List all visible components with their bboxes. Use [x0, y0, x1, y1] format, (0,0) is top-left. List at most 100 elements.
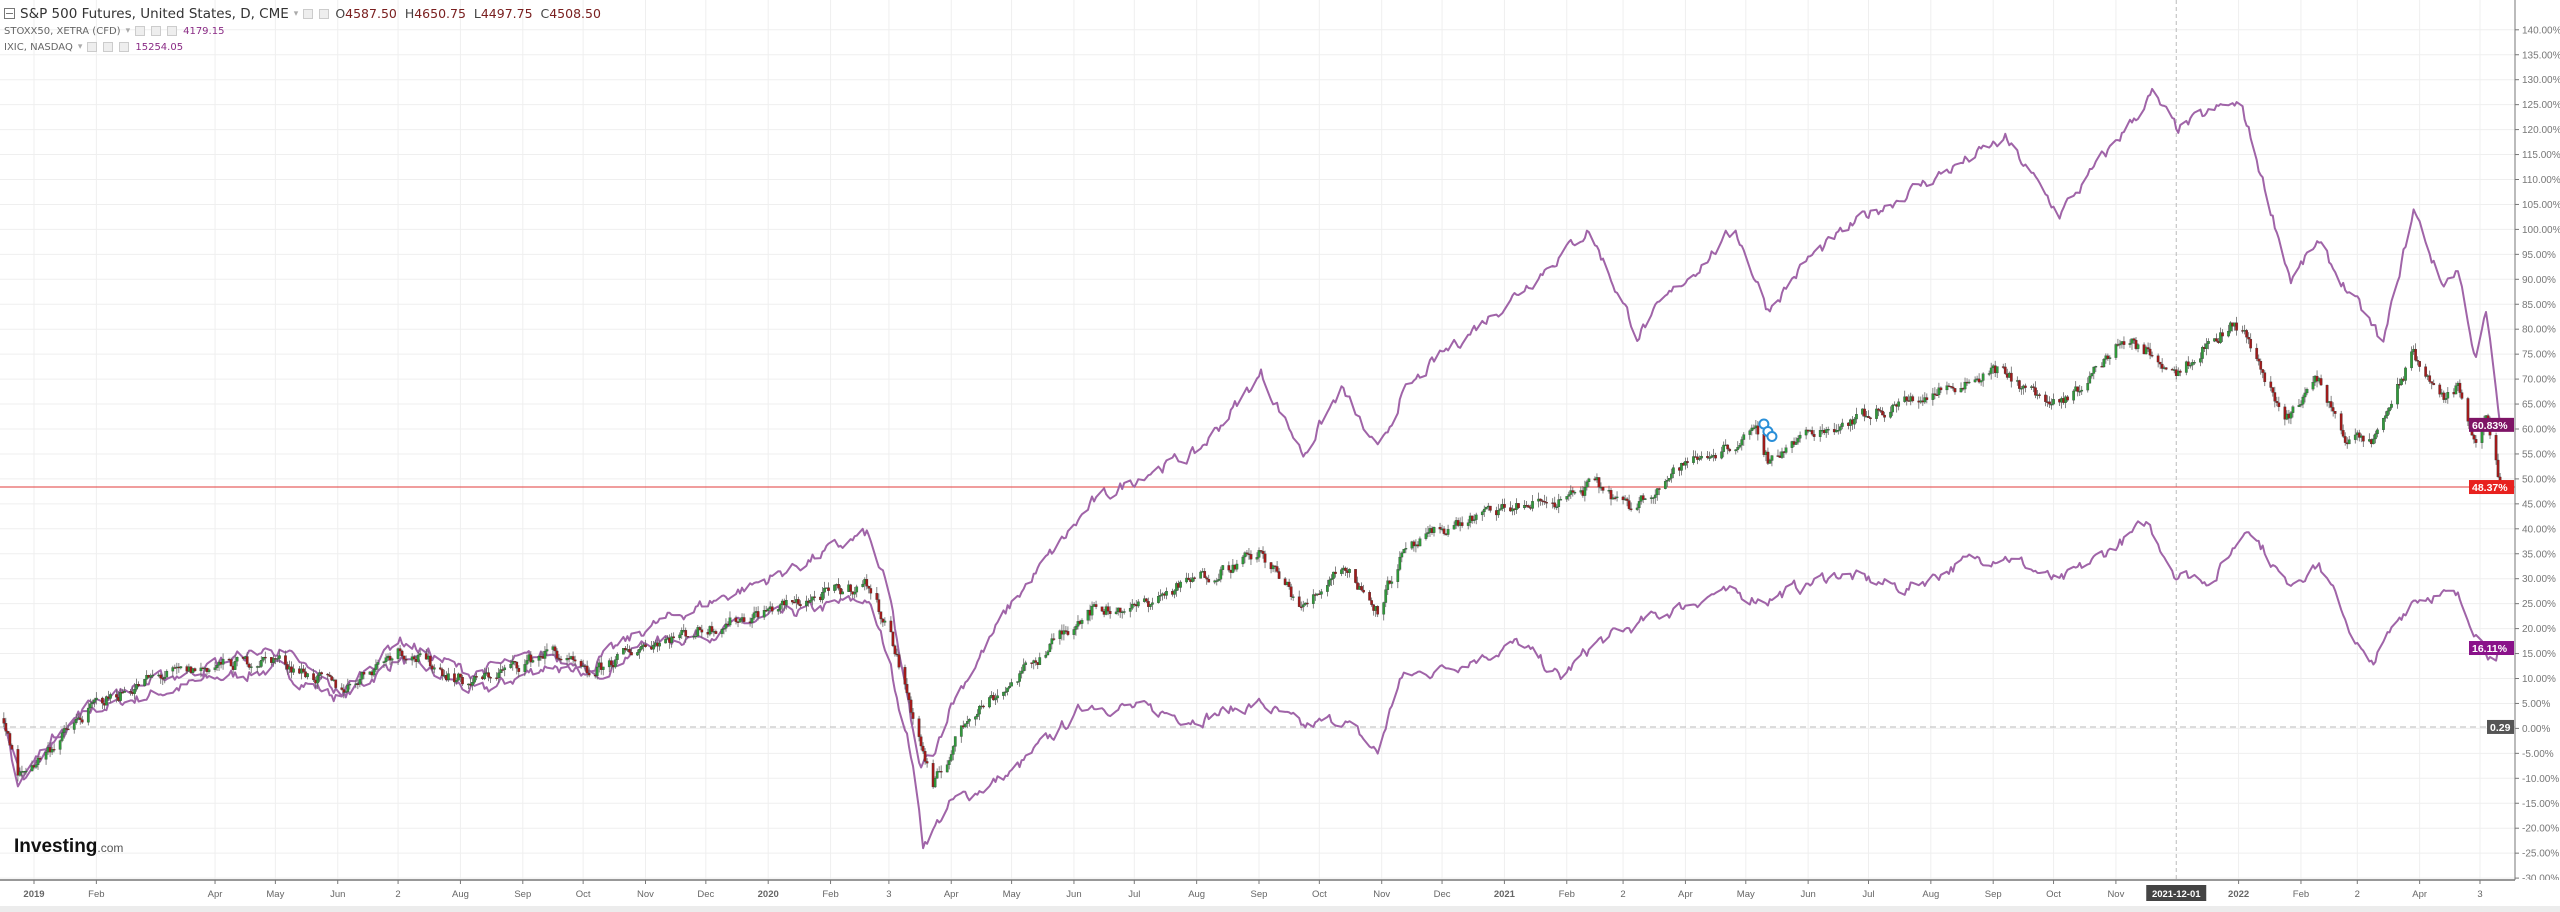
candle-body [1062, 630, 1066, 635]
candle [776, 609, 780, 615]
candle [1700, 451, 1703, 461]
collapse-icon[interactable] [4, 8, 15, 19]
candle [1740, 436, 1744, 451]
candle [790, 600, 794, 605]
visibility-icon[interactable] [151, 26, 162, 36]
candle [1698, 455, 1701, 462]
candle-body [905, 684, 909, 693]
candle [34, 761, 38, 769]
candle [2207, 338, 2210, 350]
candle [959, 725, 963, 743]
candle-body [2066, 396, 2069, 401]
candle-body [382, 661, 386, 663]
candle-body [1114, 611, 1118, 615]
candle-body [622, 648, 625, 655]
candle [1100, 606, 1104, 612]
overlay-title[interactable]: STOXX50, XETRA (CFD) [4, 25, 121, 37]
candle-body [573, 659, 577, 662]
candle-body [1722, 444, 1726, 452]
candle-body [229, 659, 233, 667]
candle-body [1597, 477, 1601, 488]
candle-body [2343, 436, 2347, 443]
x-tick-label: Jul [1862, 889, 1874, 900]
candle [1875, 405, 1878, 422]
candle-body [640, 646, 643, 650]
candle [229, 657, 233, 667]
close-icon[interactable] [119, 42, 130, 52]
x-tick-label: Apr [944, 889, 959, 900]
chevron-down-icon[interactable]: ▾ [293, 8, 299, 19]
candle [2289, 411, 2293, 425]
candle [151, 669, 155, 679]
candle-body [1517, 503, 1520, 509]
overlay-title[interactable]: IXIC, NASDAQ [4, 41, 73, 53]
candle-body [1748, 430, 1752, 435]
main-series-title[interactable]: S&P 500 Futures, United States, D, CME [20, 5, 289, 22]
y-tick-label: -15.00% [2522, 799, 2559, 810]
candle-body [473, 676, 476, 683]
candle [1010, 678, 1013, 687]
candle [1442, 526, 1446, 536]
candle [1641, 493, 1645, 504]
candle-body [1680, 463, 1683, 471]
candle-body [1720, 451, 1723, 459]
y-tick-label: 80.00% [2522, 325, 2556, 336]
chevron-down-icon[interactable]: ▾ [125, 26, 131, 36]
candle [644, 639, 647, 648]
candle-body [2289, 412, 2293, 419]
settings-icon[interactable] [135, 26, 146, 36]
candle-body [1128, 607, 1132, 612]
candle [503, 664, 507, 677]
y-tick-label: 85.00% [2522, 300, 2556, 311]
candle-body [2156, 355, 2160, 363]
candle-body [1002, 691, 1005, 696]
close-icon[interactable] [167, 26, 178, 36]
candle-body [686, 636, 690, 638]
y-tick-label: 140.00% [2522, 25, 2560, 36]
main-series-legend: S&P 500 Futures, United States, D, CME ▾… [4, 4, 601, 23]
candle-body [939, 771, 943, 773]
candle [1643, 497, 1647, 501]
candle-body [529, 654, 533, 663]
candle-body [272, 658, 275, 663]
candle-body [101, 697, 104, 704]
candle-body [2305, 388, 2309, 394]
candle-body [967, 719, 971, 722]
candle-body [2219, 332, 2222, 343]
candle [919, 734, 923, 751]
candle [1466, 519, 1470, 530]
candle [1426, 526, 1430, 538]
candle [2347, 435, 2351, 445]
candlestick-series [2, 316, 2502, 789]
candle-body [696, 627, 700, 637]
candle-body [1460, 522, 1464, 526]
candle [2048, 396, 2051, 408]
candle-body [1625, 498, 1629, 501]
candle [670, 632, 673, 648]
visibility-icon[interactable] [103, 42, 114, 52]
candle [2132, 337, 2136, 345]
candle [1686, 457, 1689, 469]
visibility-icon[interactable] [319, 8, 330, 19]
candle-body [2188, 364, 2192, 367]
candle [487, 667, 490, 682]
candle-body [52, 749, 56, 751]
candle-body [855, 586, 859, 593]
candle [1804, 426, 1808, 440]
chevron-down-icon[interactable]: ▾ [77, 42, 83, 52]
candle [360, 671, 364, 685]
candle-body [1386, 580, 1390, 590]
candle [2221, 329, 2224, 343]
candle [1995, 366, 1999, 378]
candle [509, 659, 513, 669]
settings-icon[interactable] [303, 8, 314, 19]
x-tick-label: Oct [2046, 889, 2061, 900]
candle-body [1708, 457, 1711, 459]
candle-body [396, 648, 400, 659]
settings-icon[interactable] [87, 42, 98, 52]
candle-body [342, 689, 346, 693]
y-tick-label: -10.00% [2522, 774, 2559, 785]
candle [1235, 559, 1239, 572]
candle [1328, 576, 1331, 587]
